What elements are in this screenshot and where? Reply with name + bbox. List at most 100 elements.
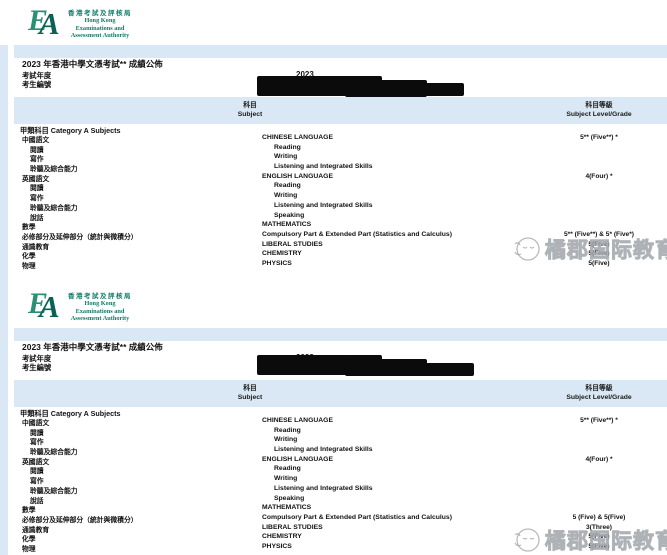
subject-row: 閱讀 Reading [0, 182, 667, 192]
subject-row: 中國語文 CHINESE LANGUAGE 5** (Five**) * [0, 134, 667, 144]
subject-name-zh: 閱讀 [30, 429, 44, 437]
redaction-block [406, 83, 464, 96]
subject-grade: 5** (Five**) * [580, 134, 618, 141]
subject-grade: 5** (Five**) & 5* (Five*) [564, 230, 634, 238]
subject-grade: 5(Five) [588, 259, 610, 267]
subject-row: 中國語文 CHINESE LANGUAGE 5** (Five**) * [0, 417, 667, 427]
subject-column-header: 科目 Subject [170, 101, 330, 119]
hkeaa-logo-text: 香港考試及評核局 Hong Kong Examinations and Asse… [68, 290, 132, 323]
subject-row: 聆聽及綜合能力 Listening and Integrated Skills [0, 485, 667, 495]
subject-row: 說話 Speaking [0, 212, 667, 222]
grade-header-en: Subject Level/Grade [566, 394, 632, 401]
subject-name-en: Reading [274, 426, 301, 434]
category-a-heading: 甲類科目 Category A Subjects [20, 409, 121, 419]
hkeaa-name-chinese: 香港考試及評核局 [68, 10, 132, 17]
subject-name-en: CHINESE LANGUAGE [262, 417, 333, 424]
svg-text:A: A [37, 289, 60, 321]
subject-name-zh: 聆聽及綜合能力 [30, 204, 78, 212]
exam-year-label: 考試年度 [22, 354, 52, 363]
subject-name-zh: 聆聽及綜合能力 [30, 487, 78, 495]
subject-name-zh: 必修部分及延伸部分（統計與微積分） [22, 233, 138, 241]
subject-row: 英國語文 ENGLISH LANGUAGE 4(Four) * [0, 456, 667, 466]
subject-name-zh: 閱讀 [30, 146, 44, 154]
subject-row: 聆聽及綜合能力 Listening and Integrated Skills [0, 163, 667, 173]
subject-name-zh: 化學 [22, 253, 36, 261]
subject-name-en: Compulsory Part & Extended Part (Statist… [262, 230, 452, 238]
subject-header-zh: 科目 [243, 385, 257, 392]
category-a-heading: 甲類科目 Category A Subjects [20, 126, 121, 136]
subject-name-en: Writing [274, 436, 298, 444]
subject-row: 數學 MATHEMATICS [0, 504, 667, 514]
grade-header-en: Subject Level/Grade [566, 111, 632, 118]
header-band [14, 328, 667, 341]
mascot-face-icon [514, 528, 540, 552]
subject-name-en: LIBERAL STUDIES [262, 523, 323, 531]
subject-name-en: Writing [274, 153, 298, 161]
subject-grade: 5(Five) [588, 533, 610, 541]
hkeaa-name-en-line2: Examinations and [75, 307, 125, 315]
header-band [14, 45, 667, 58]
watermark-text: 橘郡国际教育 [545, 239, 667, 263]
subject-name-zh: 聆聽及綜合能力 [30, 166, 78, 174]
subject-name-en: Speaking [274, 211, 305, 219]
slip-title: 2023 年香港中學文憑考試** 成績公佈 [22, 59, 163, 69]
result-slip-1: E A 香港考試及評核局 Hong Kong Examinations and … [0, 0, 667, 272]
subject-grade: 4(Four) * [585, 455, 613, 463]
subject-name-zh: 英國語文 [22, 458, 50, 466]
subject-row: 寫作 Writing [0, 153, 667, 163]
subject-name-zh: 物理 [22, 545, 36, 553]
hkeaa-logo: E A 香港考試及評核局 Hong Kong Examinations and … [28, 287, 132, 323]
candidate-number-label: 考生編號 [22, 363, 52, 372]
subject-grade: 5 (Five) & 5(Five) [572, 513, 626, 521]
subject-table: 中國語文 CHINESE LANGUAGE 5** (Five**) * 閱讀 … [0, 417, 667, 553]
subject-row: 英國語文 ENGLISH LANGUAGE 4(Four) * [0, 173, 667, 183]
subject-column-header: 科目 Subject [170, 384, 330, 402]
subject-row: 聆聽及綜合能力 Listening and Integrated Skills [0, 446, 667, 456]
meta-labels: 考試年度 考生編號 [22, 354, 51, 372]
category-a-heading-zh: 甲類科目 [20, 126, 49, 135]
subject-name-zh: 說話 [30, 497, 44, 505]
subject-name-zh: 中國語文 [22, 420, 50, 427]
subject-name-en: CHEMISTRY [262, 250, 302, 258]
subject-name-en: PHYSICS [262, 542, 292, 550]
subject-header-en: Subject [237, 394, 263, 401]
subject-name-zh: 通識教育 [22, 526, 50, 534]
exam-year-value: 2023 [296, 70, 314, 79]
subject-row: 化學 CHEMISTRY 5(Five) [0, 533, 667, 543]
hkeaa-name-en-line3: Assessment Authority [70, 32, 130, 39]
subject-grade: 4(Four) * [585, 172, 613, 180]
subject-row: 必修部分及延伸部分（統計與微積分） Compulsory Part & Exte… [0, 231, 667, 241]
watermark: 橘郡国际教育 [512, 525, 667, 555]
subject-name-en: LIBERAL STUDIES [262, 240, 323, 248]
grade-header-zh: 科目等級 [585, 102, 613, 109]
subject-name-zh: 寫作 [30, 478, 44, 486]
hkeaa-name-en-line1: Hong Kong [84, 300, 116, 307]
subject-name-zh: 寫作 [30, 439, 44, 447]
hkeaa-logo: E A 香港考試及評核局 Hong Kong Examinations and … [28, 4, 132, 40]
candidate-number-label: 考生編號 [22, 80, 52, 89]
subject-name-zh: 物理 [22, 262, 36, 270]
hkeaa-name-en-line1: Hong Kong [84, 17, 116, 24]
subject-grade: 5(Five) [588, 542, 610, 550]
subject-name-en: Reading [274, 465, 301, 473]
subject-name-zh: 中國語文 [22, 137, 50, 144]
category-a-heading-zh: 甲類科目 [20, 409, 49, 418]
subject-name-en: PHYSICS [262, 259, 292, 267]
subject-name-zh: 閱讀 [30, 468, 44, 476]
subject-name-en: Reading [274, 182, 301, 190]
mascot-face-icon [514, 237, 540, 261]
grade-column-header: 科目等級 Subject Level/Grade [534, 384, 664, 402]
table-header-band [14, 380, 667, 407]
hkeaa-name-en-line2: Examinations and [75, 24, 125, 32]
subject-row: 必修部分及延伸部分（統計與微積分） Compulsory Part & Exte… [0, 514, 667, 524]
subject-name-en: Listening and Integrated Skills [274, 446, 373, 454]
subject-row: 說話 Speaking [0, 495, 667, 505]
subject-name-en: Compulsory Part & Extended Part (Statist… [262, 513, 452, 521]
svg-text:E: E [28, 287, 48, 320]
subject-grade: 5(Five) [588, 250, 610, 258]
result-slip-2: E A 香港考試及評核局 Hong Kong Examinations and … [0, 283, 667, 555]
category-a-heading-en: Category A Subjects [50, 409, 121, 418]
subject-name-en: Speaking [274, 494, 305, 502]
subject-name-en: Listening and Integrated Skills [274, 201, 373, 209]
